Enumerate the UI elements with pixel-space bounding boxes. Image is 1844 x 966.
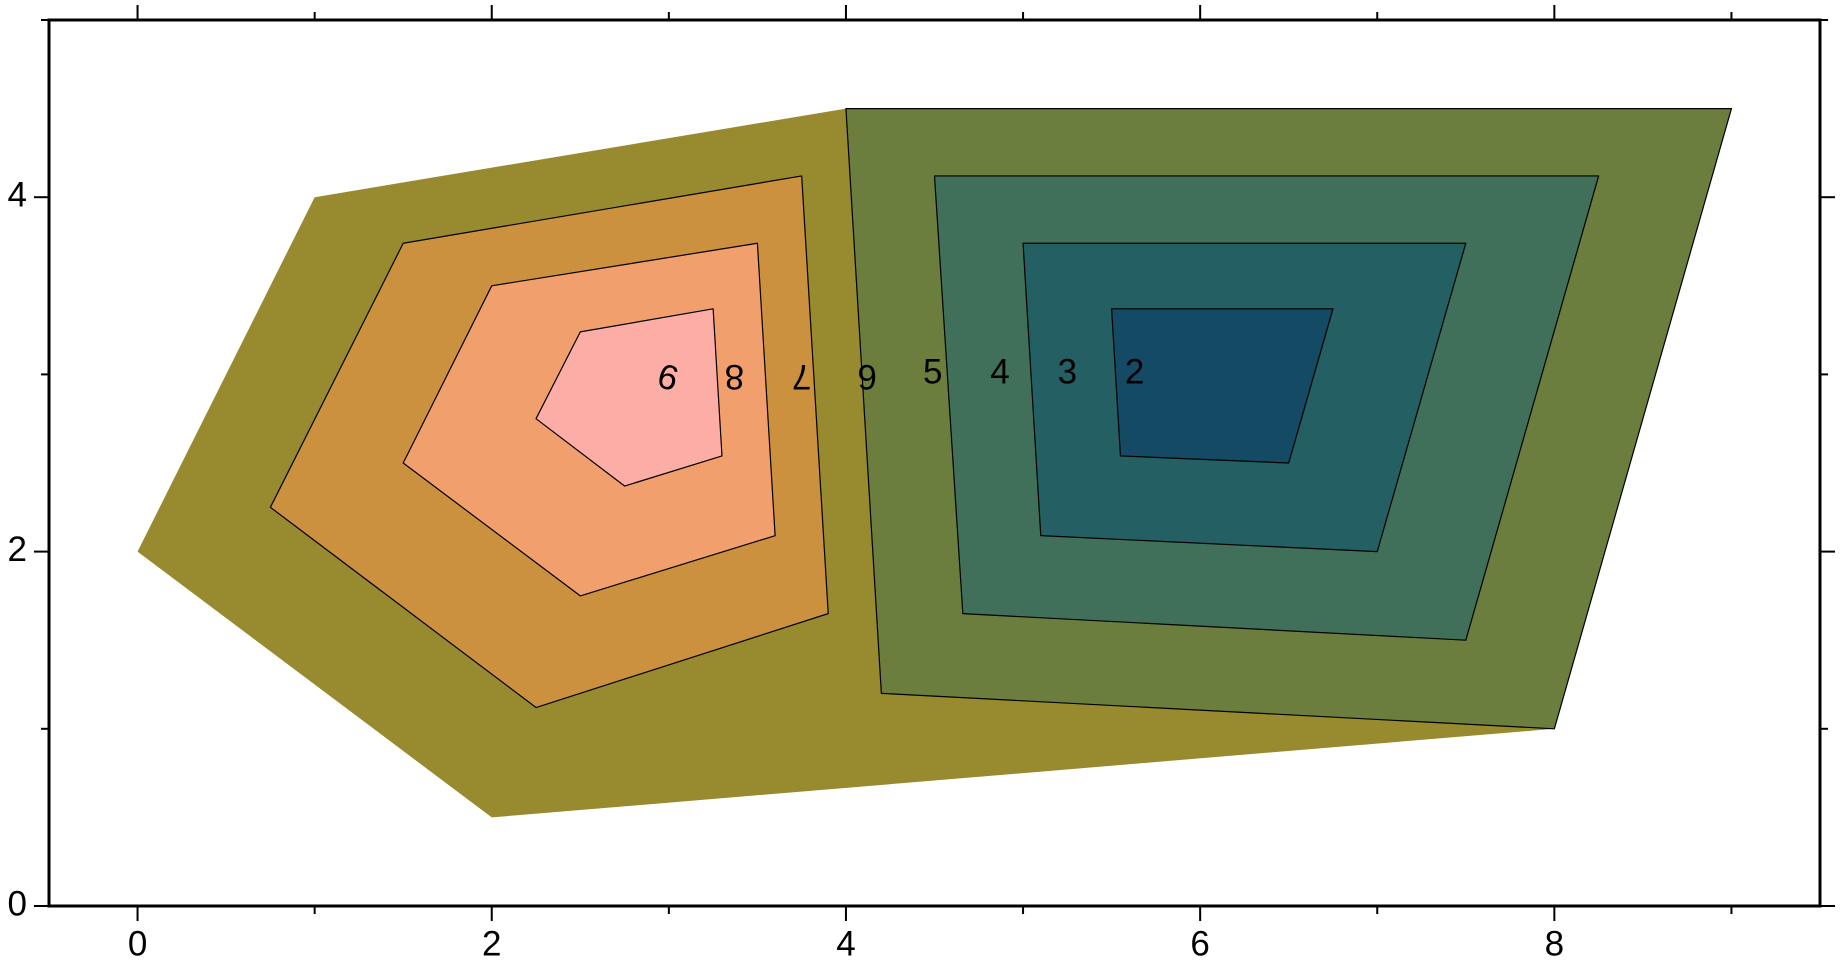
x-tick-label: 6 [1190,924,1209,963]
x-tick-label: 2 [482,924,501,963]
contour-label: 3 [1058,353,1077,392]
contour-label: 8 [725,357,744,396]
y-tick-label: 4 [8,175,27,214]
x-tick-label: 4 [836,924,855,963]
y-tick-label: 0 [8,884,27,923]
plot-frame [47,18,1822,908]
x-tick-label: 0 [128,924,147,963]
contour-label: 7 [792,357,811,396]
y-tick-label: 2 [8,530,27,569]
contour-label: 6 [857,357,876,396]
contour-region [535,308,723,487]
contour-label: 2 [1125,353,1144,392]
contour-label: 5 [923,353,942,392]
contour-label: 4 [990,353,1009,392]
x-tick-label: 8 [1545,924,1564,963]
contour-region [1110,308,1334,464]
